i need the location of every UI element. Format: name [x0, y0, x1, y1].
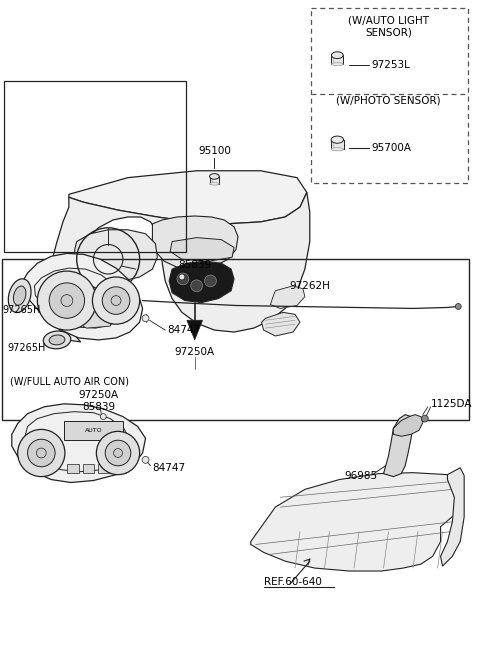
- Polygon shape: [384, 415, 413, 476]
- Polygon shape: [49, 193, 310, 342]
- Circle shape: [114, 449, 122, 458]
- Polygon shape: [262, 312, 300, 336]
- Text: 97265H: 97265H: [8, 343, 46, 353]
- Circle shape: [18, 429, 65, 476]
- Circle shape: [456, 304, 461, 310]
- Text: 97250A: 97250A: [175, 347, 215, 357]
- Text: 96985: 96985: [344, 470, 377, 480]
- Text: 84747: 84747: [167, 325, 200, 335]
- Circle shape: [61, 294, 73, 306]
- Circle shape: [96, 432, 140, 474]
- Ellipse shape: [331, 148, 344, 151]
- Bar: [311, 7, 468, 183]
- Bar: [67, 464, 79, 473]
- Circle shape: [93, 277, 140, 324]
- Polygon shape: [169, 261, 234, 302]
- Circle shape: [421, 415, 428, 422]
- Polygon shape: [69, 171, 307, 224]
- Text: 85839: 85839: [178, 260, 211, 270]
- Circle shape: [179, 274, 185, 280]
- Ellipse shape: [332, 52, 343, 59]
- Ellipse shape: [49, 335, 65, 345]
- Circle shape: [36, 448, 46, 458]
- Text: 84747: 84747: [153, 463, 186, 473]
- Text: 85839: 85839: [82, 402, 115, 412]
- Circle shape: [105, 440, 131, 466]
- Text: 97253L: 97253L: [372, 60, 410, 70]
- Circle shape: [37, 271, 96, 330]
- Polygon shape: [170, 237, 234, 261]
- Ellipse shape: [13, 286, 26, 305]
- Polygon shape: [12, 404, 145, 482]
- Polygon shape: [441, 468, 464, 566]
- Text: 97265H: 97265H: [2, 306, 40, 315]
- Polygon shape: [75, 229, 157, 281]
- Circle shape: [100, 413, 106, 419]
- Text: 95100: 95100: [198, 146, 231, 156]
- Ellipse shape: [332, 63, 343, 66]
- Bar: [331, 140, 344, 149]
- Polygon shape: [187, 320, 203, 340]
- Polygon shape: [251, 473, 462, 571]
- Circle shape: [27, 440, 55, 467]
- Ellipse shape: [210, 174, 219, 179]
- Bar: [64, 421, 123, 440]
- Text: 1125DA: 1125DA: [431, 399, 472, 409]
- Circle shape: [49, 283, 84, 318]
- Ellipse shape: [210, 183, 219, 185]
- Text: 97250A: 97250A: [78, 390, 119, 400]
- Bar: [210, 177, 219, 184]
- Bar: [4, 81, 185, 252]
- Text: (W/AUTO LIGHT: (W/AUTO LIGHT: [348, 15, 429, 25]
- Circle shape: [204, 275, 216, 287]
- Bar: [332, 55, 343, 64]
- Circle shape: [142, 315, 149, 322]
- Ellipse shape: [43, 331, 71, 349]
- Polygon shape: [22, 254, 143, 340]
- Ellipse shape: [8, 279, 31, 312]
- Text: (W/PHOTO SENSOR): (W/PHOTO SENSOR): [336, 96, 441, 106]
- Circle shape: [102, 287, 130, 314]
- Bar: [83, 464, 95, 473]
- Polygon shape: [270, 286, 305, 308]
- Polygon shape: [65, 287, 96, 308]
- Text: REF.60-640: REF.60-640: [264, 577, 322, 587]
- Text: 95700A: 95700A: [372, 143, 412, 153]
- Circle shape: [191, 280, 203, 292]
- Polygon shape: [153, 216, 238, 269]
- Polygon shape: [77, 308, 113, 328]
- Polygon shape: [394, 415, 423, 436]
- Text: 97262H: 97262H: [289, 281, 330, 291]
- Circle shape: [142, 456, 149, 464]
- Ellipse shape: [331, 136, 344, 143]
- Circle shape: [111, 296, 121, 306]
- Bar: [98, 464, 110, 473]
- Text: SENSOR): SENSOR): [365, 27, 412, 37]
- Circle shape: [177, 273, 189, 285]
- Text: AUTO: AUTO: [84, 428, 102, 433]
- Bar: [114, 464, 126, 473]
- Text: (W/FULL AUTO AIR CON): (W/FULL AUTO AIR CON): [10, 376, 129, 386]
- Bar: [2, 259, 469, 420]
